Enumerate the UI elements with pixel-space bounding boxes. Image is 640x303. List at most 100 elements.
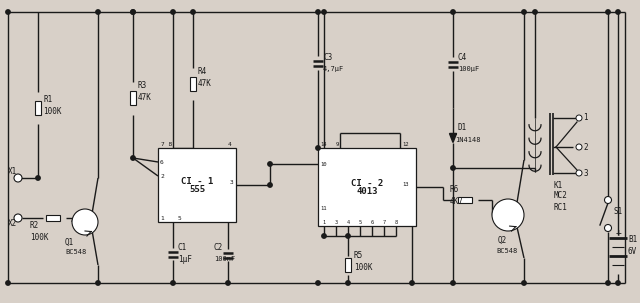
Circle shape [606, 10, 610, 14]
Text: Q1: Q1 [65, 238, 74, 247]
Text: 4013: 4013 [356, 187, 378, 195]
Text: 7 8: 7 8 [161, 142, 172, 148]
Text: 14: 14 [320, 142, 326, 148]
Circle shape [532, 10, 537, 14]
Text: MC2: MC2 [554, 191, 568, 201]
Text: 4: 4 [228, 142, 232, 148]
Bar [46, 215, 60, 221]
Text: BC548: BC548 [496, 248, 517, 254]
Text: 555: 555 [189, 185, 205, 194]
Text: R2: R2 [30, 221, 39, 231]
Circle shape [268, 183, 272, 187]
Circle shape [322, 10, 326, 14]
Circle shape [72, 209, 98, 235]
Text: BC548: BC548 [65, 249, 86, 255]
Circle shape [451, 281, 455, 285]
Bar [318, 148, 416, 226]
Text: 100nF: 100nF [214, 256, 236, 262]
Text: 1: 1 [323, 219, 326, 225]
Circle shape [492, 199, 524, 231]
Circle shape [6, 281, 10, 285]
Text: 100K: 100K [43, 108, 61, 116]
Circle shape [268, 162, 272, 166]
Circle shape [14, 214, 22, 222]
Circle shape [316, 146, 320, 150]
Text: 13: 13 [402, 181, 408, 187]
Text: C1: C1 [178, 244, 188, 252]
Circle shape [616, 10, 620, 14]
Text: 4,7μF: 4,7μF [323, 66, 344, 72]
Text: +: + [616, 228, 622, 238]
Circle shape [316, 281, 320, 285]
Circle shape [96, 10, 100, 14]
Circle shape [14, 174, 22, 182]
Text: 8: 8 [394, 219, 397, 225]
Circle shape [522, 281, 526, 285]
Bar [158, 148, 236, 222]
Text: 6: 6 [371, 219, 374, 225]
Text: C3: C3 [323, 52, 332, 62]
Text: R1: R1 [43, 95, 52, 105]
Text: 3: 3 [230, 179, 234, 185]
Text: RC1: RC1 [554, 202, 568, 211]
Circle shape [131, 156, 135, 160]
Text: R5: R5 [354, 251, 364, 261]
Circle shape [96, 281, 100, 285]
Circle shape [616, 281, 620, 285]
Text: 9: 9 [336, 142, 339, 148]
Text: 5: 5 [178, 215, 182, 221]
Text: B1: B1 [628, 235, 637, 245]
Text: X2: X2 [8, 219, 17, 228]
Text: D1: D1 [458, 124, 467, 132]
Bar [130, 91, 136, 105]
Text: R3: R3 [138, 82, 147, 91]
Circle shape [451, 10, 455, 14]
Text: 47K: 47K [198, 79, 212, 88]
Text: 11: 11 [320, 205, 326, 211]
Text: C2: C2 [214, 242, 223, 251]
Circle shape [410, 281, 414, 285]
Circle shape [346, 234, 350, 238]
Circle shape [522, 10, 526, 14]
Text: 1N4148: 1N4148 [455, 137, 481, 143]
Circle shape [131, 10, 135, 14]
Polygon shape [449, 134, 456, 142]
Text: 4: 4 [346, 219, 349, 225]
Circle shape [346, 281, 350, 285]
Text: 4K7: 4K7 [450, 197, 464, 205]
Text: 6: 6 [160, 159, 164, 165]
Bar [35, 101, 41, 115]
Text: 1: 1 [583, 114, 588, 122]
Text: 100K: 100K [354, 264, 372, 272]
Circle shape [226, 281, 230, 285]
Circle shape [576, 170, 582, 176]
Text: K1: K1 [554, 181, 563, 189]
Bar [345, 258, 351, 272]
Circle shape [131, 10, 135, 14]
Text: 100K: 100K [30, 232, 49, 241]
Text: 3: 3 [335, 219, 337, 225]
Text: 1: 1 [160, 215, 164, 221]
Text: 3: 3 [583, 168, 588, 178]
Text: 5: 5 [358, 219, 362, 225]
Text: 7: 7 [383, 219, 385, 225]
Text: 10: 10 [320, 161, 326, 167]
Text: R4: R4 [198, 68, 207, 76]
Text: 47K: 47K [138, 94, 152, 102]
Text: CI - 2: CI - 2 [351, 178, 383, 188]
Circle shape [171, 281, 175, 285]
Circle shape [316, 10, 320, 14]
Text: 6V: 6V [628, 248, 637, 257]
Text: 2: 2 [160, 174, 164, 178]
Circle shape [605, 225, 611, 231]
Text: 2: 2 [583, 142, 588, 152]
Bar [190, 77, 196, 91]
Circle shape [191, 10, 195, 14]
Text: 1μF: 1μF [178, 255, 192, 264]
Text: X1: X1 [8, 168, 17, 177]
Circle shape [576, 115, 582, 121]
Circle shape [451, 166, 455, 170]
Circle shape [322, 234, 326, 238]
Circle shape [171, 10, 175, 14]
Text: R6: R6 [450, 185, 460, 195]
